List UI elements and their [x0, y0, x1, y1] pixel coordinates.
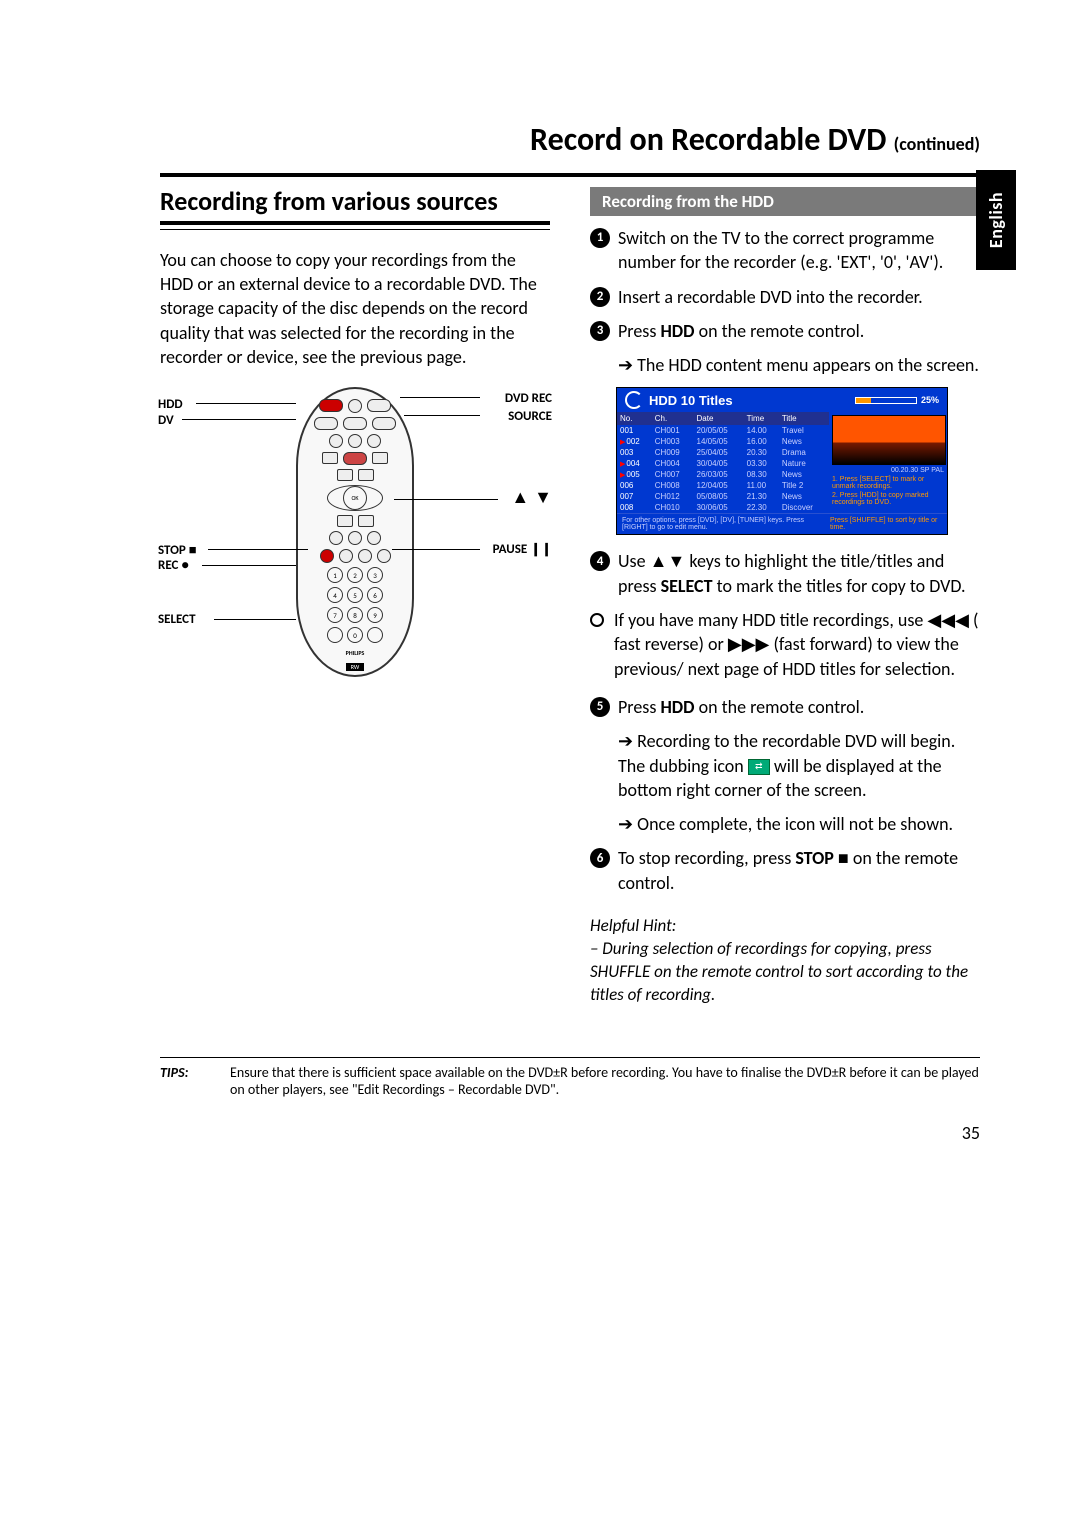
title-main: Record on Recordable DVD: [530, 120, 886, 159]
step-1: 1 Switch on the TV to the correct progra…: [590, 226, 980, 275]
tips-text: Ensure that there is sufficient space av…: [230, 1064, 980, 1098]
step-6-badge: 6: [590, 848, 610, 868]
label-dvdrec: DVD REC: [505, 391, 552, 406]
step-6: 6 To stop recording, press STOP ■ on the…: [590, 846, 980, 895]
bullet-many-titles: If you have many HDD title recordings, u…: [590, 608, 980, 681]
step-3: 3 Press HDD on the remote control.: [590, 319, 980, 343]
hdd-foot-left: For other options, press [DVD], [DV], [T…: [617, 513, 825, 534]
label-pause: PAUSE ❙❙: [493, 542, 552, 557]
helpful-hint: Helpful Hint: – During selection of reco…: [590, 915, 980, 1007]
hint-title: Helpful Hint:: [590, 915, 980, 938]
step-4: 4 Use ▲▼ keys to highlight the title/tit…: [590, 549, 980, 598]
step-1-text: Switch on the TV to the correct programm…: [618, 226, 980, 275]
remote-brand: PHILIPS: [346, 649, 365, 657]
step-5-text: Press HDD on the remote control.: [618, 695, 864, 719]
step-4-text: Use ▲▼ keys to highlight the title/title…: [618, 549, 980, 598]
step-5-result-2: Once complete, the icon will not be show…: [590, 812, 980, 836]
step-3-badge: 3: [590, 321, 610, 341]
remote-diagram: OK 123 456 789 0 PHILIPS RW HDD DV: [160, 387, 550, 697]
step-3-text: Press HDD on the remote control.: [618, 319, 864, 343]
section-heading: Recording from various sources: [160, 187, 550, 217]
disc-icon: [625, 391, 643, 409]
language-label: English: [985, 192, 1007, 248]
remote-body: OK 123 456 789 0 PHILIPS RW: [296, 387, 414, 677]
tips-box: TIPS: Ensure that there is sufficient sp…: [160, 1057, 980, 1098]
step-2: 2 Insert a recordable DVD into the recor…: [590, 285, 980, 309]
dubbing-icon: ⇄: [748, 759, 770, 775]
page-title: Record on Recordable DVD (continued): [160, 120, 980, 159]
label-dv: DV: [158, 413, 174, 428]
subheading: Recording from the HDD: [590, 187, 980, 216]
label-source: SOURCE: [508, 409, 552, 424]
hdd-side-tip-2: 2. Press [HDD] to copy marked recordings…: [832, 492, 944, 506]
right-column: Recording from the HDD 1 Switch on the T…: [590, 187, 980, 1007]
intro-paragraph: You can choose to copy your recordings f…: [160, 248, 550, 369]
label-arrows: ▲ ▼: [511, 487, 552, 508]
left-column: Recording from various sources You can c…: [160, 187, 550, 1007]
section-rule-2: [160, 229, 550, 230]
hdd-screenshot: HDD 10 Titles 25% No.Ch.DateTimeTitle 00…: [616, 387, 948, 535]
hdd-header: HDD 10 Titles: [649, 393, 733, 408]
page-number: 35: [160, 1122, 980, 1144]
label-rec: REC ●: [158, 558, 189, 573]
hdd-thumb-meta: 00.20.30 SP PAL: [832, 467, 944, 474]
hdd-table: No.Ch.DateTimeTitle 001CH00120/05/0514.0…: [617, 412, 829, 513]
tips-label: TIPS:: [160, 1064, 210, 1098]
label-stop: STOP ■: [158, 542, 197, 558]
label-hdd: HDD: [158, 397, 183, 412]
hdd-side-tip-1: 1. Press [SELECT] to mark or unmark reco…: [832, 476, 944, 490]
section-rule-1: [160, 221, 550, 225]
step-1-badge: 1: [590, 228, 610, 248]
step-2-text: Insert a recordable DVD into the recorde…: [618, 285, 923, 309]
title-continued: (continued): [894, 133, 980, 155]
hdd-progress-label: 25%: [921, 395, 939, 405]
step-3-result: The HDD content menu appears on the scre…: [590, 353, 980, 377]
step-5-result-1: Recording to the recordable DVD will beg…: [590, 729, 980, 802]
step-5-badge: 5: [590, 697, 610, 717]
hdd-foot-right: Press [SHUFFLE] to sort by title or time…: [825, 513, 947, 534]
step-6-text: To stop recording, press STOP ■ on the r…: [618, 846, 980, 895]
title-rule: [160, 173, 980, 177]
step-2-badge: 2: [590, 287, 610, 307]
label-select: SELECT: [158, 612, 196, 627]
step-5: 5 Press HDD on the remote control.: [590, 695, 980, 719]
hdd-thumbnail: [832, 415, 946, 465]
hollow-bullet-icon: [590, 613, 604, 627]
language-tab: English: [976, 170, 1016, 270]
step-4-badge: 4: [590, 551, 610, 571]
hint-body: – During selection of recordings for cop…: [590, 938, 980, 1007]
